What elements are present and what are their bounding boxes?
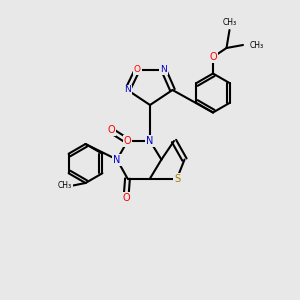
Text: S: S <box>174 173 180 184</box>
Text: O: O <box>122 193 130 203</box>
Text: N: N <box>113 154 121 165</box>
Text: O: O <box>124 136 131 146</box>
Text: CH₃: CH₃ <box>222 18 237 27</box>
Text: O: O <box>107 125 115 136</box>
Text: N: N <box>124 85 131 94</box>
Text: N: N <box>146 136 154 146</box>
Text: CH₃: CH₃ <box>58 182 72 190</box>
Text: CH₃: CH₃ <box>250 40 264 50</box>
Text: N: N <box>160 65 167 74</box>
Text: O: O <box>134 65 141 74</box>
Text: O: O <box>209 52 217 62</box>
